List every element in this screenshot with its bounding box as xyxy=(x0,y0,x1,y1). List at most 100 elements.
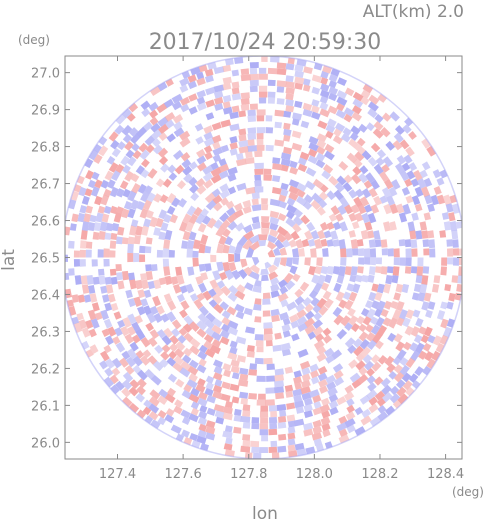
radar-cell xyxy=(376,300,386,312)
radar-cell xyxy=(262,310,271,317)
radar-cell xyxy=(263,168,272,175)
radar-cell xyxy=(100,309,109,321)
radar-cell xyxy=(251,423,260,430)
radar-cell xyxy=(229,111,239,120)
radar-cell xyxy=(352,105,362,115)
radar-cell xyxy=(279,410,287,417)
radar-cell xyxy=(384,405,396,416)
radar-cell xyxy=(346,248,353,258)
radar-cell xyxy=(196,435,207,445)
radar-cell xyxy=(254,162,264,169)
radar-cell xyxy=(173,121,183,131)
radar-cell xyxy=(352,166,362,176)
radar-cell xyxy=(270,277,280,286)
radar-cell xyxy=(221,381,231,390)
radar-cell xyxy=(292,112,302,121)
radar-cell xyxy=(226,306,237,316)
radar-cell xyxy=(196,148,206,158)
radar-cell xyxy=(213,66,225,75)
radar-cell xyxy=(316,257,323,267)
radar-cell xyxy=(220,219,231,230)
radar-cell xyxy=(360,415,372,426)
radar-cell xyxy=(215,226,226,237)
radar-cell xyxy=(256,346,264,353)
radar-cell xyxy=(182,347,193,357)
radar-cell xyxy=(71,213,79,223)
radar-cell xyxy=(278,416,287,423)
x-tick-label: 127.4 xyxy=(99,467,136,482)
radar-cell xyxy=(169,343,178,353)
radar-cell xyxy=(198,282,207,294)
radar-cell xyxy=(287,432,296,440)
radar-cell xyxy=(343,113,353,123)
radar-cell xyxy=(197,417,207,426)
radar-cell xyxy=(227,220,238,231)
radar-cell xyxy=(198,411,208,420)
radar-cell xyxy=(320,77,329,85)
radar-cell xyxy=(350,125,361,136)
radar-cell xyxy=(254,180,262,187)
radar-cell xyxy=(338,434,350,444)
radar-cell xyxy=(268,428,278,436)
radar-cell xyxy=(207,288,217,298)
radar-cell xyxy=(179,130,191,141)
radar-cell xyxy=(199,405,208,413)
radar-cell xyxy=(318,198,328,209)
x-axis-label: lon xyxy=(252,504,278,521)
radar-cell xyxy=(393,333,403,343)
radar-cell xyxy=(384,178,394,190)
radar-cell xyxy=(365,324,374,333)
radar-cell xyxy=(344,87,355,97)
radar-cell xyxy=(270,411,278,418)
radar-cell xyxy=(127,243,134,254)
radar-cell xyxy=(183,315,194,326)
radar-cell xyxy=(245,326,255,334)
radar-cell xyxy=(105,222,114,232)
radar-cell xyxy=(222,244,230,254)
radar-cell xyxy=(293,394,303,403)
radar-cell xyxy=(89,214,97,223)
radar-cell xyxy=(301,392,311,401)
radar-cell xyxy=(126,348,138,360)
radar-cell xyxy=(368,187,378,198)
radar-cell xyxy=(424,194,433,205)
radar-cell xyxy=(294,442,305,451)
radar-cell xyxy=(345,411,356,421)
radar-cell xyxy=(326,221,335,230)
radar-cell xyxy=(445,203,454,213)
radar-cell xyxy=(369,416,381,427)
radar-cell xyxy=(231,81,240,89)
radar-cell xyxy=(131,142,140,152)
radar-cell xyxy=(375,257,382,265)
radar-cell xyxy=(287,57,295,65)
radar-cell xyxy=(236,284,246,294)
radar-cell xyxy=(242,410,251,417)
radar-cell xyxy=(294,418,305,427)
radar-cell xyxy=(88,149,99,161)
radar-cell xyxy=(107,179,116,189)
radar-cell xyxy=(303,84,311,92)
radar-cell xyxy=(322,429,331,438)
radar-cell xyxy=(418,326,427,335)
radar-cell xyxy=(381,248,388,256)
radar-cell xyxy=(117,280,125,290)
radar-cell xyxy=(81,195,90,205)
radar-cell xyxy=(197,350,208,361)
radar-cell xyxy=(419,283,428,295)
radar-cell xyxy=(373,121,384,131)
radar-cell xyxy=(338,266,346,277)
radar-cell xyxy=(172,101,182,111)
radar-cell xyxy=(182,165,193,176)
radar-cell xyxy=(366,368,375,377)
radar-cell xyxy=(293,376,302,385)
radar-cell xyxy=(248,271,260,281)
radar-cell xyxy=(108,293,116,303)
radar-cell xyxy=(144,135,156,146)
radar-cell xyxy=(255,340,264,347)
radar-cell xyxy=(285,63,295,71)
radar-cell xyxy=(188,106,198,115)
radar-cell xyxy=(189,345,200,356)
radar-cell xyxy=(351,323,360,333)
radar-cell xyxy=(342,182,353,192)
radar-cell xyxy=(368,396,378,406)
